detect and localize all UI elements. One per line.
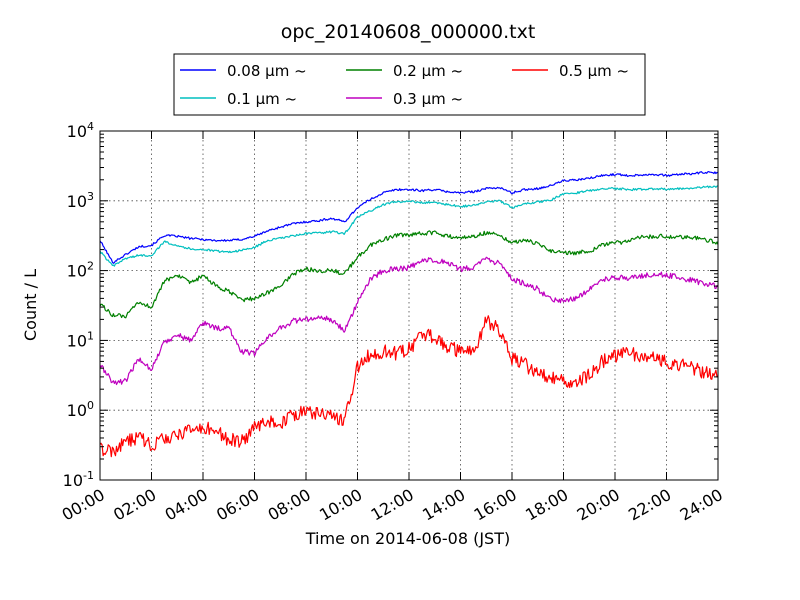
legend-label: 0.2 μm ~ xyxy=(393,62,463,80)
x-axis-label: Time on 2014-06-08 (JST) xyxy=(305,529,510,548)
legend-label: 0.3 μm ~ xyxy=(393,90,463,108)
x-tick-label: 04:00 xyxy=(162,485,211,525)
axis-ticks xyxy=(99,130,719,481)
chart-title: opc_20140608_000000.txt xyxy=(281,21,536,43)
series-line xyxy=(99,171,719,264)
x-tick-labels: 00:00 02:00 04:00 06:00 08:00 10:00 12:00 14:00… xyxy=(59,485,726,525)
series-lines xyxy=(99,171,719,458)
y-tick-labels: 10-1 100 101 102 103 104 xyxy=(63,120,94,490)
y-tick-label: 103 xyxy=(67,190,94,211)
x-tick-label: 20:00 xyxy=(574,485,623,525)
y-tick-label: 104 xyxy=(67,120,94,141)
x-tick-label: 02:00 xyxy=(110,485,159,525)
y-tick-label: 100 xyxy=(67,399,94,420)
series-line xyxy=(99,256,719,386)
legend-items: 0.08 μm ~ 0.1 μm ~ 0.2 μm ~ 0.3 μm ~ 0.5 μm … xyxy=(180,62,629,108)
y-tick-label: 10-1 xyxy=(63,469,94,490)
legend-label: 0.08 μm ~ xyxy=(227,62,307,80)
series-line xyxy=(99,185,719,267)
legend: 0.08 μm ~ 0.1 μm ~ 0.2 μm ~ 0.3 μm ~ 0.5 μm … xyxy=(173,53,646,116)
legend-frame xyxy=(173,53,646,116)
x-tick-label: 06:00 xyxy=(213,485,262,525)
legend-label: 0.1 μm ~ xyxy=(227,90,297,108)
x-tick-label: 00:00 xyxy=(59,485,108,525)
plot-background xyxy=(100,131,718,480)
plot-area xyxy=(99,130,719,481)
y-axis-label: Count / L xyxy=(21,269,40,341)
y-tick-label: 102 xyxy=(67,260,94,281)
series-line xyxy=(99,230,719,319)
y-tick-label: 101 xyxy=(67,329,94,350)
x-tick-label: 16:00 xyxy=(471,485,520,525)
x-tick-label: 14:00 xyxy=(419,485,468,525)
x-tick-label: 08:00 xyxy=(265,485,314,525)
x-tick-label: 22:00 xyxy=(625,485,674,525)
x-tick-label: 24:00 xyxy=(677,485,726,525)
x-tick-label: 10:00 xyxy=(316,485,365,525)
legend-label: 0.5 μm ~ xyxy=(559,62,629,80)
x-tick-label: 18:00 xyxy=(522,485,571,525)
x-tick-label: 12:00 xyxy=(368,485,417,525)
series-line xyxy=(99,315,719,458)
